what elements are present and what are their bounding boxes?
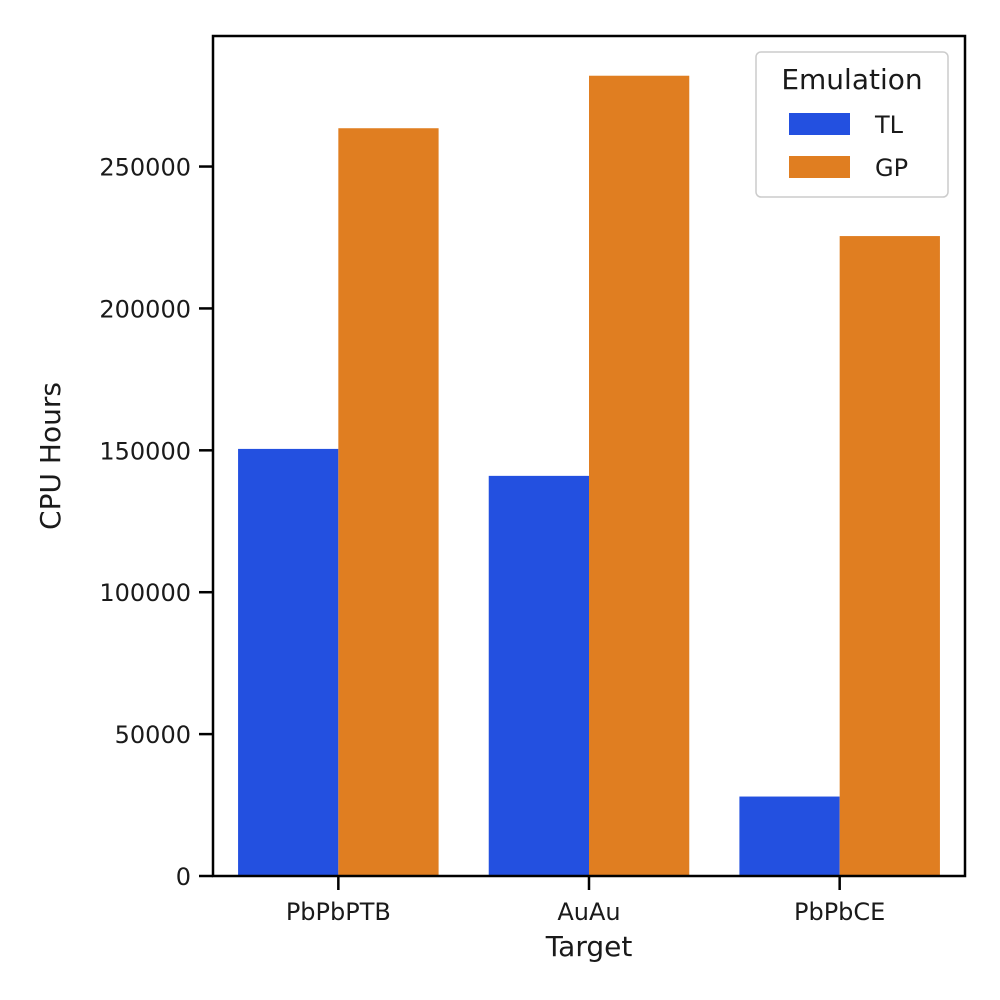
x-axis: PbPbPTB AuAu PbPbCE <box>286 876 885 926</box>
x-axis-label: Target <box>545 930 633 963</box>
legend-swatch-tl <box>789 113 850 135</box>
legend: Emulation TL GP <box>755 51 949 198</box>
legend-swatch-gp <box>789 156 850 178</box>
x-tick-label: PbPbCE <box>794 898 885 926</box>
y-tick-label: 50000 <box>115 721 191 749</box>
bar-gp-pbpbce <box>839 236 940 876</box>
y-axis: 0 50000 100000 150000 200000 250000 <box>99 154 213 891</box>
legend-label-gp: GP <box>875 154 908 182</box>
bars-layer <box>238 75 940 876</box>
bar-tl-pbpbptb <box>238 448 339 876</box>
x-tick-label: AuAu <box>557 898 620 926</box>
y-tick-label: 250000 <box>99 154 191 182</box>
legend-entries: TL GP <box>789 111 908 182</box>
y-tick-label: 0 <box>176 863 191 891</box>
y-tick-label: 150000 <box>99 437 191 465</box>
legend-label-tl: TL <box>874 111 904 139</box>
bar-tl-pbpbce <box>739 796 840 876</box>
y-tick-label: 100000 <box>99 579 191 607</box>
legend-title: Emulation <box>781 63 922 96</box>
bar-tl-auau <box>488 475 589 876</box>
y-axis-label: CPU Hours <box>34 382 67 530</box>
bar-gp-pbpbptb <box>338 128 439 876</box>
bar-gp-auau <box>589 75 690 876</box>
x-tick-label: PbPbPTB <box>286 898 391 926</box>
y-tick-label: 200000 <box>99 295 191 323</box>
